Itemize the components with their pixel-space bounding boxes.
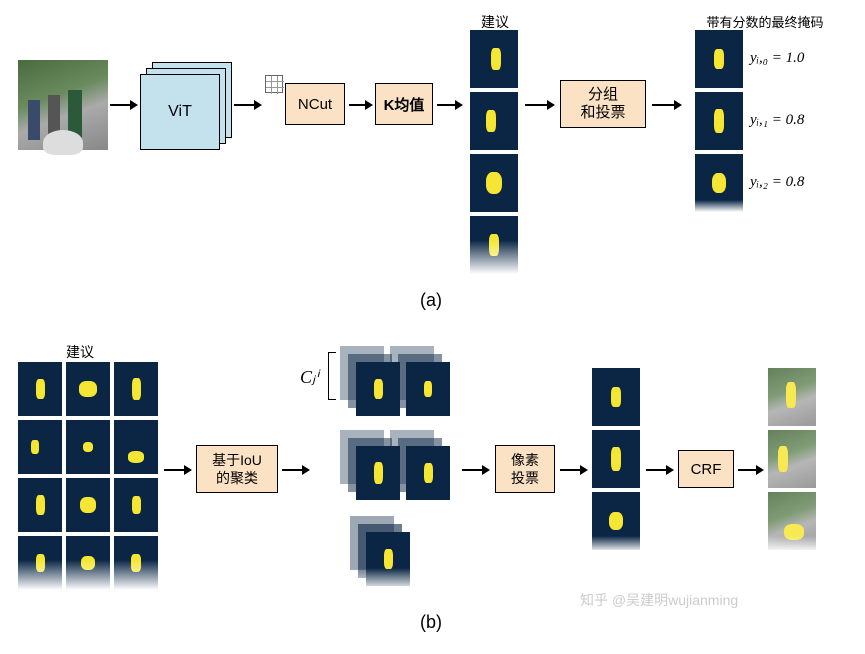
arrow-b6 bbox=[736, 460, 764, 480]
input-photo bbox=[18, 60, 108, 150]
crf-box: CRF bbox=[678, 450, 734, 488]
grid-mask-5 bbox=[66, 420, 110, 474]
grid-mask-9 bbox=[114, 478, 158, 532]
kmeans-box: K均值 bbox=[375, 83, 433, 125]
vit-box: ViT bbox=[140, 74, 220, 150]
token-icon bbox=[265, 75, 283, 93]
cluster1-fg2 bbox=[406, 362, 450, 416]
fade-b4 bbox=[768, 536, 816, 552]
fade-b1 bbox=[18, 560, 158, 590]
out-2 bbox=[768, 430, 816, 488]
grid-mask-4 bbox=[18, 420, 62, 474]
score-3: yᵢ,₂ = 0.8 bbox=[750, 174, 804, 191]
ncut-label: NCut bbox=[298, 96, 332, 113]
voted-mask-2 bbox=[592, 430, 640, 488]
grid-mask-3 bbox=[114, 362, 158, 416]
grid-mask-1 bbox=[18, 362, 62, 416]
proposals-label-b: 建议 bbox=[60, 342, 100, 362]
iou-text: 基于IoU的聚类 bbox=[212, 451, 262, 487]
group-vote-text: 分组和投票 bbox=[580, 86, 625, 122]
arrow-4 bbox=[435, 95, 463, 115]
cluster1-fg1 bbox=[356, 362, 400, 416]
bracket bbox=[328, 352, 336, 400]
watermark: 知乎 @吴建明wujianming bbox=[580, 590, 738, 610]
arrow-5 bbox=[523, 95, 555, 115]
out-1 bbox=[768, 368, 816, 426]
grid-mask-8 bbox=[66, 478, 110, 532]
iou-box: 基于IoU的聚类 bbox=[196, 445, 278, 493]
grid-mask-2 bbox=[66, 362, 110, 416]
final-mask-1 bbox=[695, 30, 743, 88]
arrow-b2 bbox=[280, 460, 310, 480]
score-2: yᵢ,₁ = 0.8 bbox=[750, 112, 804, 129]
group-vote-box: 分组和投票 bbox=[560, 80, 646, 128]
arrow-b5 bbox=[644, 460, 674, 480]
arrow-1 bbox=[108, 95, 138, 115]
final-mask-2 bbox=[695, 92, 743, 150]
score-1: yᵢ,₀ = 1.0 bbox=[750, 50, 804, 67]
mask-a-2 bbox=[470, 92, 518, 150]
caption-b: (b) bbox=[420, 612, 442, 633]
arrow-6 bbox=[650, 95, 682, 115]
cluster2-fg1 bbox=[356, 446, 400, 500]
fade-b3 bbox=[592, 536, 640, 552]
arrow-3 bbox=[347, 95, 373, 115]
grid-mask-7 bbox=[18, 478, 62, 532]
mask-a-1 bbox=[470, 30, 518, 88]
fade-a2 bbox=[695, 200, 743, 212]
kmeans-label: K均值 bbox=[384, 94, 425, 115]
arrow-b1 bbox=[162, 460, 192, 480]
arrow-b4 bbox=[558, 460, 588, 480]
arrow-b3 bbox=[460, 460, 490, 480]
arrow-2 bbox=[232, 95, 262, 115]
cluster2-fg2 bbox=[406, 446, 450, 500]
grid-mask-6 bbox=[114, 420, 158, 474]
pixel-vote-box: 像素投票 bbox=[495, 445, 555, 493]
voted-mask-1 bbox=[592, 368, 640, 426]
crf-label: CRF bbox=[691, 461, 722, 478]
fade-a1 bbox=[470, 240, 518, 274]
caption-a: (a) bbox=[420, 290, 442, 311]
cluster-label: Cⱼⁱ bbox=[300, 367, 318, 388]
vit-label: ViT bbox=[168, 103, 192, 121]
ncut-box: NCut bbox=[285, 83, 345, 125]
mask-a-3 bbox=[470, 154, 518, 212]
fade-b2 bbox=[340, 568, 455, 590]
proposals-label-a: 建议 bbox=[475, 12, 515, 32]
pixel-vote-text: 像素投票 bbox=[511, 451, 539, 487]
final-label: 带有分数的最终掩码 bbox=[690, 12, 840, 31]
